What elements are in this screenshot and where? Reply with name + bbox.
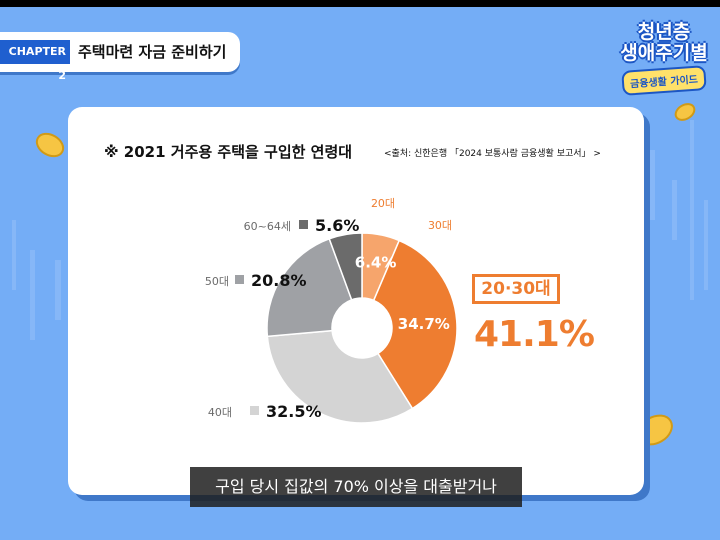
legend-swatch-3	[235, 275, 244, 284]
chapter-header: CHAPTER 2 주택마련 자금 준비하기	[0, 32, 240, 82]
logo-line-2: 생애주기별	[620, 42, 708, 64]
slice-value-label-4: 5.6%	[315, 216, 359, 235]
category-label-3: 50대	[205, 275, 229, 288]
chart-source: <출처: 신한은행 「2024 보통사람 금융생활 보고서」 >	[384, 149, 601, 159]
series-logo: 청년층 생애주기별 금융생활 가이드	[612, 21, 716, 96]
slice-value-label-3: 20.8%	[251, 271, 307, 290]
category-label-2: 40대	[208, 406, 232, 419]
legend-swatch-4	[299, 220, 308, 229]
category-label-0: 20대	[371, 197, 395, 210]
chapter-tag: CHAPTER 2	[0, 40, 70, 82]
slice-value-label-2: 32.5%	[266, 402, 322, 421]
donut-slice-1	[372, 239, 458, 410]
coin-icon	[35, 103, 696, 446]
donut-slice-4	[328, 232, 363, 301]
donut-slice-3	[266, 237, 353, 338]
top-border	[0, 0, 720, 7]
chart-title: ※ 2021 거주용 주택을 구입한 연령대	[104, 143, 353, 161]
donut-slice-2	[266, 329, 414, 424]
category-label-4: 60~64세	[244, 220, 291, 233]
slice-value-label-0: 6.4%	[355, 253, 397, 271]
highlight-label: 20·30대	[472, 274, 560, 304]
highlight-value: 41.1%	[474, 314, 595, 355]
slice-value-label-1: 34.7%	[398, 315, 450, 333]
logo-line-1: 청년층	[637, 21, 691, 43]
chapter-title: 주택마련 자금 준비하기	[78, 43, 227, 61]
subtitle-caption: 구입 당시 집값의 70% 이상을 대출받거나	[190, 467, 522, 507]
category-label-1: 30대	[428, 219, 452, 232]
legend-swatch-2	[250, 406, 259, 415]
